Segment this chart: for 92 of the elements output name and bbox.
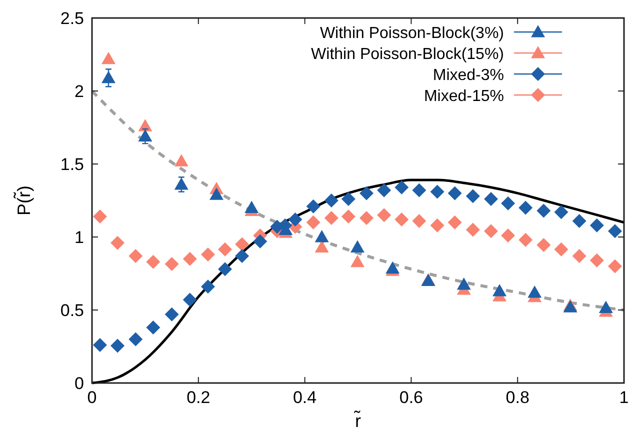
point <box>466 222 480 237</box>
point <box>306 215 320 230</box>
point <box>572 248 586 263</box>
x-tick-label: 0 <box>87 388 97 407</box>
point <box>536 204 551 218</box>
point <box>101 70 116 84</box>
point <box>608 224 622 238</box>
point <box>218 242 232 256</box>
point <box>306 199 320 214</box>
point <box>244 200 259 214</box>
y-tick-label: 0.5 <box>60 301 84 320</box>
point <box>394 180 409 194</box>
x-tick-label: 0.4 <box>292 388 317 407</box>
point <box>528 285 542 298</box>
point <box>448 186 462 200</box>
point <box>518 200 533 215</box>
point <box>182 292 197 307</box>
point <box>572 214 586 228</box>
point <box>518 232 533 247</box>
point <box>448 215 462 230</box>
y-tick-label: 1.5 <box>60 155 84 174</box>
point <box>146 320 160 335</box>
point <box>174 177 188 190</box>
point <box>324 194 338 208</box>
point <box>590 218 604 232</box>
line-series <box>90 90 626 312</box>
point <box>209 188 224 200</box>
point <box>360 211 374 226</box>
x-tick-label: 1 <box>619 388 629 407</box>
point <box>110 236 125 250</box>
point <box>92 210 107 224</box>
point <box>501 196 516 210</box>
point <box>218 262 232 276</box>
y-tick-label: 0 <box>74 374 84 393</box>
point <box>128 332 143 346</box>
point <box>484 192 498 206</box>
x-tick-label: 0.8 <box>506 388 530 407</box>
point <box>554 205 568 220</box>
legend-label: Mixed-15% <box>424 88 504 105</box>
x-tick-label: 0.2 <box>186 388 210 407</box>
point <box>164 257 179 272</box>
point <box>138 129 152 142</box>
point <box>324 211 338 226</box>
point <box>430 218 444 232</box>
y-tick-label: 1 <box>74 228 84 247</box>
point <box>314 230 329 242</box>
point <box>350 254 364 268</box>
y-tick-label: 2 <box>74 82 84 101</box>
point <box>590 253 604 268</box>
point <box>200 248 215 262</box>
point <box>288 212 302 226</box>
point <box>128 248 143 263</box>
point <box>492 284 507 296</box>
point <box>377 183 392 198</box>
point <box>235 248 250 263</box>
point <box>598 300 613 314</box>
point <box>501 228 516 243</box>
legend-label: Within Poisson-Block(3%) <box>320 25 504 42</box>
point <box>608 259 622 274</box>
point <box>554 242 568 256</box>
point <box>174 154 188 166</box>
x-tick-label: 0.6 <box>399 388 424 407</box>
point <box>200 280 215 294</box>
point <box>484 224 498 238</box>
point <box>466 189 480 204</box>
point <box>253 234 268 248</box>
x-axis-title: r̃ <box>353 410 362 431</box>
line-series <box>90 178 626 384</box>
y-tick-label: 2.5 <box>60 9 84 28</box>
point <box>360 186 374 200</box>
point <box>386 261 400 274</box>
point <box>110 338 125 353</box>
y-axis-title: P(r̃) <box>14 186 34 216</box>
point <box>341 192 356 206</box>
point <box>456 277 471 290</box>
point <box>341 210 356 224</box>
point <box>394 212 409 226</box>
point <box>536 238 551 252</box>
point <box>164 307 179 322</box>
point <box>146 254 160 269</box>
point <box>412 183 426 198</box>
point <box>412 214 426 228</box>
point <box>92 338 107 352</box>
point <box>314 240 329 252</box>
legend-label: Within Poisson-Block(15%) <box>311 46 504 63</box>
point <box>377 208 392 222</box>
point <box>350 240 364 252</box>
point <box>235 237 250 252</box>
point <box>101 52 116 64</box>
point <box>182 252 197 266</box>
point <box>430 184 444 199</box>
legend-label: Mixed-3% <box>432 67 504 84</box>
